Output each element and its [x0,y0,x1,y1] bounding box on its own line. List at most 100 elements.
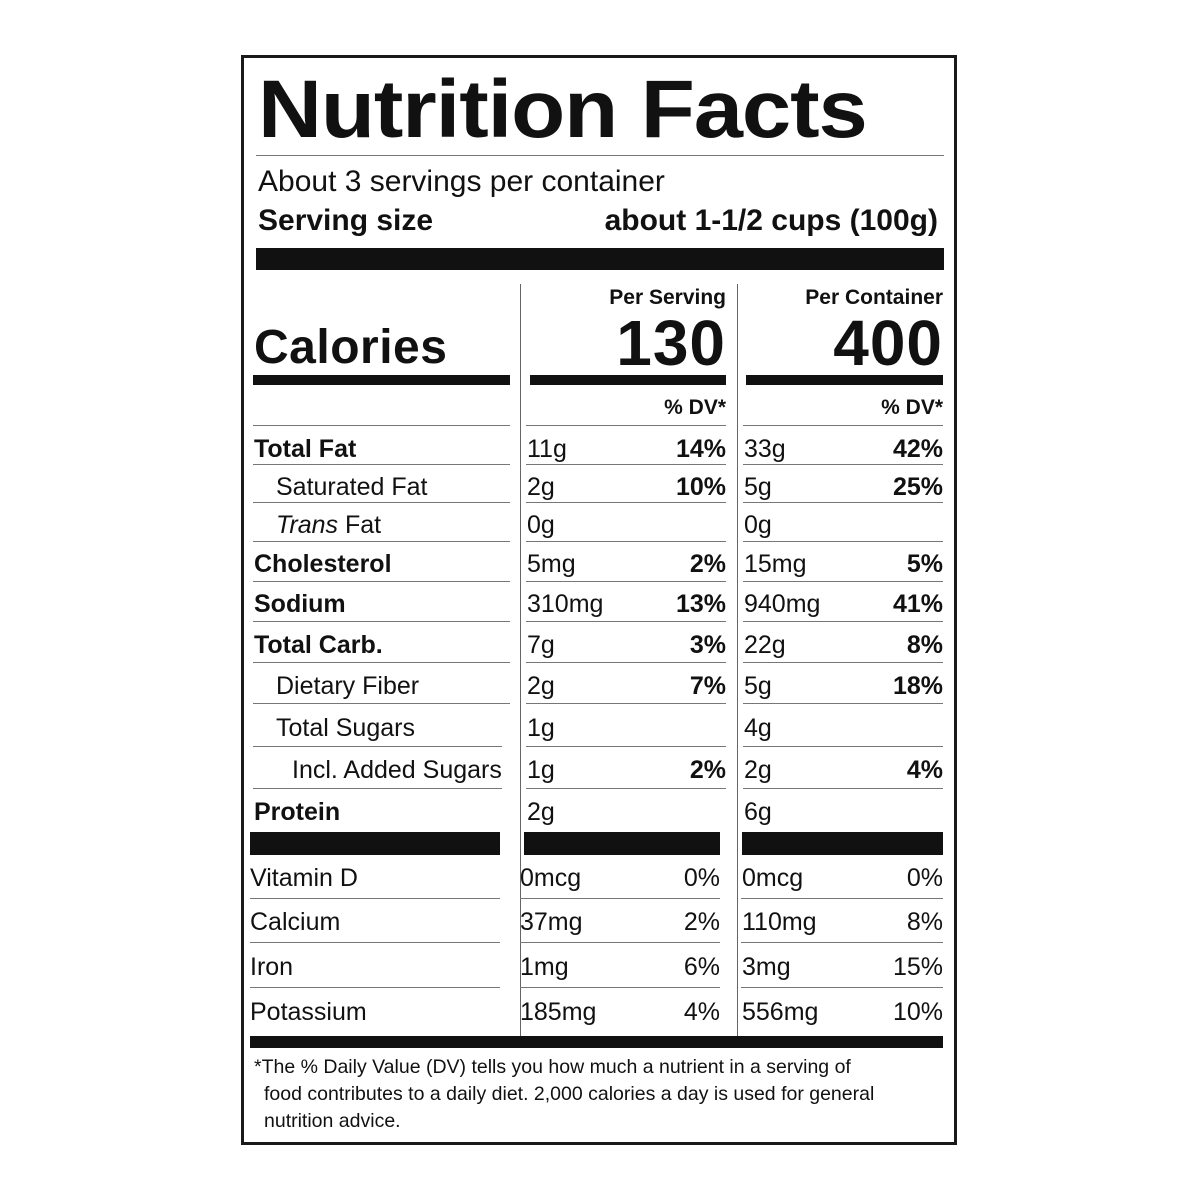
row-divider [253,464,510,465]
vitamin-bar-serving-col [524,832,720,855]
vitamin-serving-amount: 185mg [520,998,597,1026]
nutrient-name: Total Carb. [254,631,383,659]
serving-amount: 2g [527,798,555,826]
serving-dv: 13% [675,590,726,618]
vitamin-row-divider [250,942,500,943]
calories-bar-container-col [746,375,943,385]
row-divider [253,788,502,789]
vitamin-container-dv: 10% [892,998,943,1026]
nutrient-name: Cholesterol [254,550,392,578]
serving-amount: 11g [527,435,567,463]
row-divider [743,703,943,704]
container-dv: 25% [892,473,943,501]
container-dv: 4% [906,756,943,784]
footnote-divider-bar [250,1036,943,1048]
container-amount: 6g [744,798,772,826]
vitamin-row-divider [741,942,943,943]
row-divider [526,541,726,542]
vitamin-serving-amount: 37mg [520,908,583,936]
per-serving-dv-header: % DV* [664,396,726,419]
footnote-line-2: food contributes to a daily diet. 2,000 … [264,1083,875,1105]
nutrient-name: Sodium [254,590,346,618]
serving-amount: 5mg [527,550,576,578]
vitamin-container-dv: 15% [892,953,943,981]
serving-amount: 7g [527,631,555,659]
vitamin-bar-container-col [742,832,943,855]
serving-size-value: about 1-1/2 cups (100g) [604,204,938,237]
vitamin-name: Iron [250,953,294,981]
vitamin-serving-amount: 0mcg [520,864,582,892]
vitamin-row-divider [520,987,720,988]
row-divider [253,425,510,426]
container-amount: 5g [744,672,772,700]
row-divider [253,662,510,663]
row-divider [743,662,943,663]
serving-dv: 2% [689,550,726,578]
calories-label: Calories [254,321,448,374]
row-divider [253,541,510,542]
row-divider [526,581,726,582]
serving-dv: 7% [689,672,726,700]
vitamin-serving-dv: 4% [683,998,720,1026]
serving-divider-bar [256,248,944,270]
serving-dv: 2% [689,756,726,784]
serving-dv: 14% [675,435,726,463]
nutrient-name: Saturated Fat [276,473,428,501]
vitamin-row-divider [250,987,500,988]
calories-bar-label-col [253,375,510,385]
row-divider [526,746,726,747]
per-container-calories: 400 [833,307,943,379]
row-divider [743,746,943,747]
vitamin-serving-dv: 0% [683,864,720,892]
daily-value-footnote: *The % Daily Value (DV) tells you how mu… [254,1054,944,1135]
serving-dv: 3% [689,631,726,659]
nutrient-name: Incl. Added Sugars [292,756,502,784]
vitamin-container-dv: 8% [906,908,943,936]
column-divider-left [520,284,521,1036]
column-divider-right [737,284,738,1036]
vitamin-serving-amount: 1mg [520,953,569,981]
serving-amount: 1g [527,714,555,742]
serving-amount: 1g [527,756,555,784]
vitamin-container-amount: 110mg [742,908,817,936]
row-divider [526,703,726,704]
row-divider [253,581,510,582]
row-divider [526,788,726,789]
container-amount: 33g [744,435,786,463]
nutrient-name: Trans Fat [254,510,381,540]
serving-size-label: Serving size [258,204,434,237]
row-divider [526,502,726,503]
vitamin-container-amount: 0mcg [742,864,804,892]
container-amount: 0g [744,511,772,539]
calories-bar-serving-col [530,375,726,385]
row-divider [743,621,943,622]
container-amount: 15mg [744,550,807,578]
vitamin-name: Calcium [250,908,341,936]
vitamin-row-divider [520,942,720,943]
serving-amount: 310mg [527,590,604,618]
per-container-dv-header: % DV* [881,396,943,419]
footnote-line-3: nutrition advice. [264,1110,401,1132]
per-serving-header: Per Serving [609,286,726,309]
container-amount: 940mg [744,590,821,618]
container-amount: 5g [744,473,772,501]
container-dv: 18% [892,672,943,700]
nutrient-name: Dietary Fiber [276,672,420,700]
row-divider [743,502,943,503]
per-serving-calories: 130 [616,307,726,379]
row-divider [526,464,726,465]
row-divider [743,464,943,465]
footnote-line-1: *The % Daily Value (DV) tells you how mu… [254,1056,851,1078]
vitamin-serving-dv: 2% [683,908,720,936]
vitamin-name: Potassium [250,998,367,1026]
nutrient-name: Total Fat [254,435,357,463]
vitamin-serving-dv: 6% [683,953,720,981]
nutrient-name-rest: Fat [338,511,382,539]
row-divider [743,581,943,582]
row-divider [526,621,726,622]
servings-per-container: About 3 servings per container [258,165,665,198]
vitamin-container-amount: 556mg [742,998,819,1026]
vitamin-container-dv: 0% [906,864,943,892]
nutrition-facts-label: Nutrition Facts About 3 servings per con… [241,55,957,1145]
row-divider [526,662,726,663]
